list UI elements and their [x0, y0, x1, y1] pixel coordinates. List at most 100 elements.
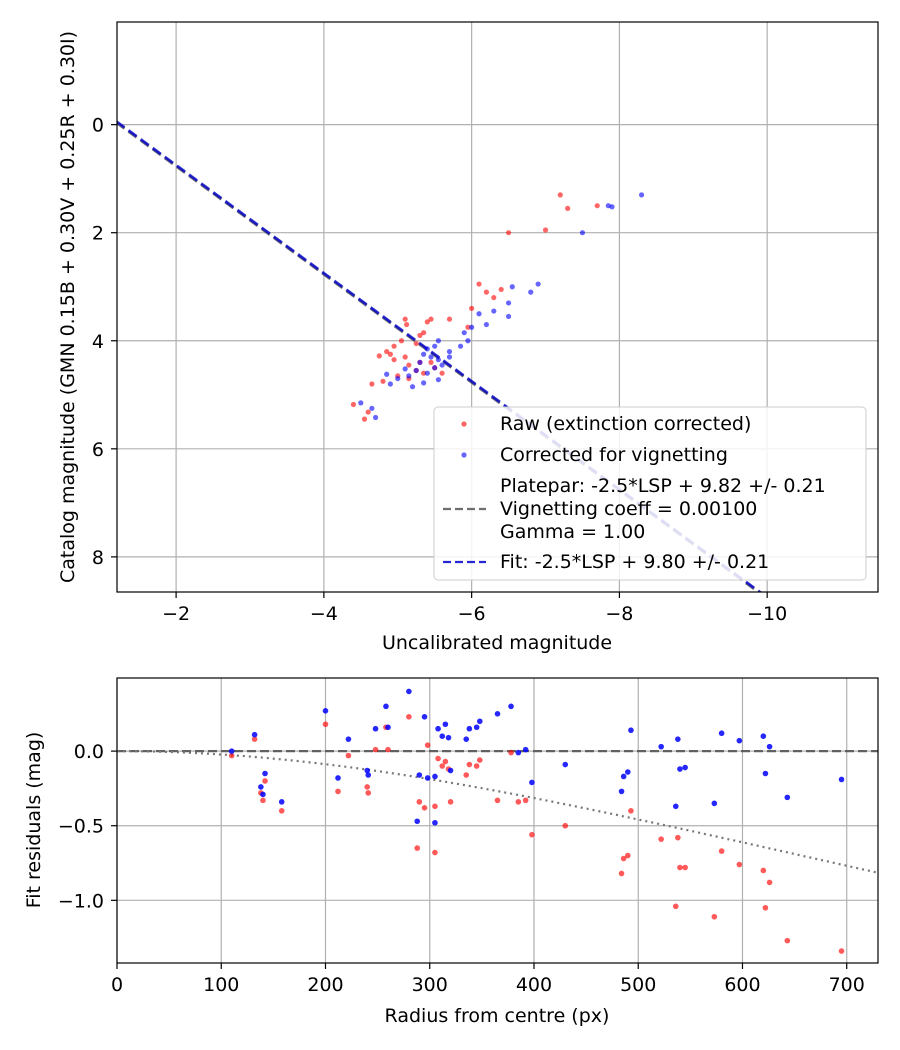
raw-residual-point: [562, 822, 569, 829]
corrected-point: [435, 377, 441, 383]
raw-point: [350, 401, 357, 408]
top-points: [350, 192, 645, 422]
legend-box: [433, 406, 867, 581]
bottom-plot-background: [117, 678, 878, 963]
corrected-point: [528, 289, 534, 295]
raw-point: [404, 321, 410, 328]
corrected-point: [428, 354, 434, 360]
legend-marker-corrected: [461, 452, 467, 458]
corrected-point: [424, 346, 430, 352]
raw-point: [391, 357, 397, 363]
corrected-point: [387, 381, 393, 387]
bottom-x-tick-label: 0: [111, 974, 123, 996]
corrected-point: [406, 373, 412, 379]
raw-residual-point: [762, 904, 769, 911]
bottom-x-tick-label: 400: [516, 974, 552, 996]
raw-residual-point: [515, 799, 522, 805]
corrected-residual-point: [562, 761, 569, 768]
corrected-residual-point: [416, 772, 423, 778]
raw-residual-point: [251, 736, 258, 742]
raw-point: [387, 351, 393, 357]
corrected-residual-point: [515, 749, 522, 756]
bottom-y-axis-label: Fit residuals (mag): [23, 732, 45, 909]
raw-residual-point: [760, 867, 767, 874]
corrected-point: [483, 321, 490, 328]
corrected-residual-point: [463, 736, 470, 742]
corrected-residual-point: [435, 725, 441, 732]
legend-label-fit: Fit: -2.5*LSP + 9.80 +/- 0.21: [500, 551, 769, 573]
raw-residual-point: [682, 864, 688, 871]
raw-residual-point: [473, 763, 480, 769]
raw-residual-point: [322, 721, 329, 728]
legend-label-platepar: Platepar: -2.5*LSP + 9.82 +/- 0.21: [500, 475, 826, 497]
top-x-axis-label: Uncalibrated magnitude: [382, 632, 612, 654]
corrected-point: [469, 324, 475, 330]
corrected-point: [409, 384, 416, 390]
corrected-point: [435, 338, 441, 344]
raw-point: [465, 324, 471, 330]
corrected-residual-point: [262, 770, 268, 777]
raw-residual-point: [442, 758, 449, 765]
raw-residual-point: [432, 849, 438, 856]
raw-residual-point: [372, 746, 379, 753]
corrected-residual-point: [466, 725, 473, 732]
corrected-point: [535, 281, 541, 287]
raw-point: [446, 316, 453, 322]
top-y-tick-label: 2: [92, 223, 104, 245]
raw-point: [406, 362, 412, 368]
top-line-fit: [117, 120, 763, 592]
corrected-residual-point: [442, 721, 449, 728]
raw-point: [483, 289, 490, 295]
raw-point: [365, 409, 371, 415]
corrected-residual-point: [620, 773, 627, 780]
corrected-point: [491, 308, 497, 314]
corrected-residual-point: [784, 794, 791, 801]
bottom-x-tick-label: 100: [203, 974, 239, 996]
corrected-residual-point: [432, 773, 438, 780]
raw-residual-point: [625, 852, 631, 859]
top-ticks: −2 −4 −6 −8 −10 0 2 4 6 8: [92, 115, 787, 625]
corrected-point: [457, 343, 464, 349]
corrected-residual-point: [682, 764, 688, 771]
corrected-point: [432, 343, 438, 349]
corrected-point: [413, 367, 419, 374]
raw-residual-point: [508, 749, 514, 756]
bottom-x-tick-label: 200: [307, 974, 343, 996]
raw-residual-point: [345, 752, 352, 759]
corrected-point: [446, 354, 453, 360]
legend: Raw (extinction corrected) Corrected for…: [433, 406, 867, 581]
raw-point: [469, 305, 475, 311]
corrected-point: [435, 357, 441, 363]
raw-residual-point: [677, 864, 683, 871]
raw-residual-point: [658, 836, 664, 842]
bottom-points: [228, 688, 845, 954]
corrected-residual-point: [736, 737, 743, 744]
top-y-axis-label: Catalog magnitude (GMN 0.15B + 0.30V + 0…: [57, 31, 79, 583]
top-plot-frame: [116, 21, 879, 593]
corrected-point: [579, 230, 586, 236]
raw-residual-point: [838, 948, 845, 954]
raw-residual-point: [718, 848, 725, 854]
raw-point: [369, 381, 375, 387]
corrected-point: [421, 380, 427, 386]
corrected-residual-point: [383, 703, 389, 710]
corrected-residual-point: [529, 779, 535, 786]
corrected-residual-point: [658, 743, 664, 750]
corrected-point: [476, 311, 482, 317]
raw-point: [361, 416, 368, 422]
top-y-tick-label: 6: [92, 439, 104, 461]
bottom-y-tick-label: −0.5: [58, 816, 104, 838]
corrected-residual-point: [228, 748, 235, 754]
raw-residual-point: [335, 788, 341, 795]
raw-point: [421, 330, 427, 336]
corrected-residual-point: [618, 788, 625, 795]
corrected-point: [446, 348, 453, 355]
raw-residual-point: [618, 870, 625, 877]
corrected-residual-point: [251, 731, 258, 738]
corrected-residual-point: [432, 819, 438, 826]
bottom-lines: [117, 750, 878, 874]
raw-residual-point: [784, 937, 791, 944]
raw-point: [384, 348, 390, 355]
raw-residual-point: [278, 808, 285, 814]
bottom-x-tick-label: 600: [724, 974, 760, 996]
